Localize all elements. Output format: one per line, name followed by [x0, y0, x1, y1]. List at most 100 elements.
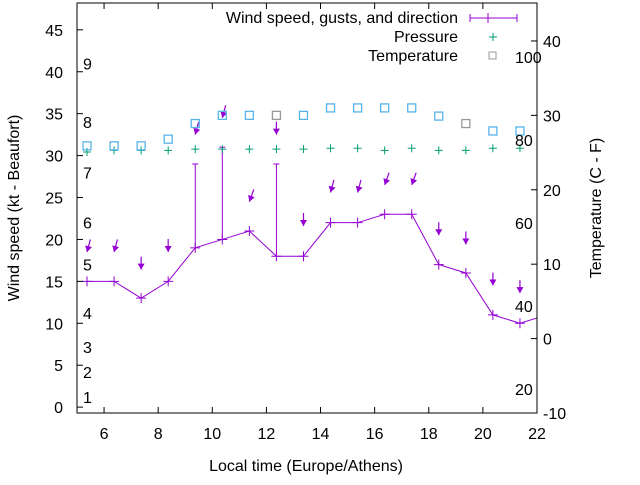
x-tick-label: 20: [474, 426, 492, 443]
y2-tick-label: 10: [543, 257, 561, 274]
pressure-point: [326, 144, 335, 153]
y2-tick-label: -10: [543, 406, 566, 423]
x-tick-label: 10: [203, 426, 221, 443]
y-tick-label: 15: [45, 274, 63, 291]
pressure-point: [353, 144, 362, 153]
pressure-point: [299, 145, 308, 154]
wind-speed-point: [136, 293, 147, 304]
pressure-label: 60: [515, 216, 533, 233]
pressure-point: [461, 146, 470, 155]
temperature-point: [352, 103, 363, 113]
x-tick-label: 22: [528, 426, 546, 443]
pressure-point: [164, 146, 173, 155]
legend-label-pressure: Pressure: [394, 29, 458, 46]
legend-label-temperature: Temperature: [368, 48, 458, 65]
wind-speed-point: [244, 226, 255, 237]
wind-direction-arrowhead: [383, 178, 390, 185]
wind-direction-arrowhead: [137, 263, 145, 270]
temperature-point: [190, 118, 200, 129]
wind-direction-arrowhead: [462, 238, 470, 245]
y-tick-label: 40: [45, 65, 63, 82]
pressure-point: [434, 146, 443, 155]
beaufort-label: 3: [83, 340, 92, 357]
pressure-point: [218, 145, 227, 154]
wind-speed-point: [352, 217, 363, 228]
beaufort-label: 6: [83, 216, 92, 233]
x-tick-label: 8: [154, 426, 163, 443]
beaufort-label: 8: [83, 115, 92, 132]
temperature-point: [488, 126, 498, 136]
beaufort-label: 4: [83, 306, 92, 323]
y2-tick-label: 20: [543, 183, 561, 200]
pressure-point: [191, 145, 200, 154]
wind-speed-point: [542, 310, 552, 320]
pressure-label: 40: [515, 299, 533, 316]
beaufort-label: 1: [83, 390, 92, 407]
temperature-point: [515, 126, 525, 136]
wind-speed-point: [163, 276, 174, 287]
pressure-point: [488, 144, 497, 153]
temperature-point: [163, 134, 173, 144]
wind-speed-point: [82, 276, 93, 287]
wind-speed-point: [433, 259, 444, 270]
wind-speed-point: [406, 209, 417, 220]
y-axis-label: Wind speed (kt - Beaufort): [6, 115, 23, 302]
y-tick-label: 30: [45, 149, 63, 166]
wind-speed-point: [298, 251, 309, 262]
x-tick-label: 18: [420, 426, 438, 443]
beaufort-label: 7: [83, 165, 92, 182]
y-tick-label: 0: [54, 400, 63, 417]
temperature-point: [461, 118, 471, 129]
x-tick-label: 12: [258, 426, 276, 443]
pressure-point: [272, 145, 281, 154]
legend-label-wind: Wind speed, gusts, and direction: [226, 10, 458, 27]
beaufort-label: 2: [83, 365, 92, 382]
wind-direction-arrowhead: [272, 128, 280, 135]
x-axis-label: Local time (Europe/Athens): [209, 458, 403, 475]
beaufort-label: 5: [83, 258, 92, 275]
wind-direction-arrowhead: [85, 245, 92, 253]
wind-direction-arrowhead: [248, 194, 255, 202]
legend-sample-temperature: [488, 51, 497, 60]
temperature-point: [298, 110, 309, 121]
y2-tick-label: 30: [543, 108, 561, 125]
wind-speed-point: [325, 217, 336, 228]
x-tick-label: 16: [366, 426, 384, 443]
wind-direction-arrowhead: [516, 287, 524, 294]
temperature-point: [217, 110, 227, 121]
wind-speed-point: [109, 276, 120, 287]
plot-border: [76, 2, 538, 414]
wind-direction-arrowhead: [220, 111, 228, 118]
pressure-label: 80: [515, 133, 533, 150]
wind-direction-arrowhead: [193, 127, 201, 135]
wind-direction-arrowhead: [410, 178, 418, 185]
wind-speed-point: [379, 209, 390, 220]
pressure-label: 100: [515, 50, 542, 67]
beaufort-label: 9: [83, 56, 92, 73]
y-tick-label: 45: [45, 23, 63, 40]
wind-speed-point: [487, 309, 498, 320]
pressure-point: [83, 147, 92, 156]
temperature-point: [271, 110, 282, 121]
x-tick-label: 14: [312, 426, 330, 443]
wind-direction-arrowhead: [164, 246, 172, 253]
legend-sample-wind-marks: [469, 13, 518, 23]
y-tick-label: 35: [45, 107, 63, 124]
legend: Wind speed, gusts, and direction Pressur…: [226, 10, 518, 65]
y-tick-label: 10: [45, 316, 63, 333]
plot-data: [82, 103, 552, 329]
temperature-point: [380, 103, 390, 113]
wind-speed-point: [514, 318, 525, 329]
y-tick-label: 25: [45, 191, 63, 208]
x-tick-label: 6: [100, 426, 109, 443]
wind-speed-point: [460, 267, 471, 278]
pressure-point: [407, 144, 416, 153]
pressure-point: [245, 145, 254, 154]
temperature-point: [244, 110, 255, 121]
pressure-label: 20: [515, 382, 533, 399]
pressure-point: [380, 146, 389, 155]
y2-axis-label: Temperature (C - F): [588, 138, 605, 278]
legend-sample-pressure: [489, 33, 497, 41]
wind-direction-arrowhead: [489, 279, 497, 286]
